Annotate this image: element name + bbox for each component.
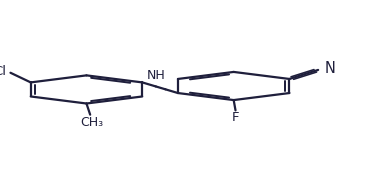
- Text: CH₃: CH₃: [81, 116, 103, 128]
- Text: F: F: [232, 111, 239, 124]
- Text: N: N: [325, 61, 336, 76]
- Text: Cl: Cl: [0, 64, 6, 78]
- Text: NH: NH: [147, 69, 166, 82]
